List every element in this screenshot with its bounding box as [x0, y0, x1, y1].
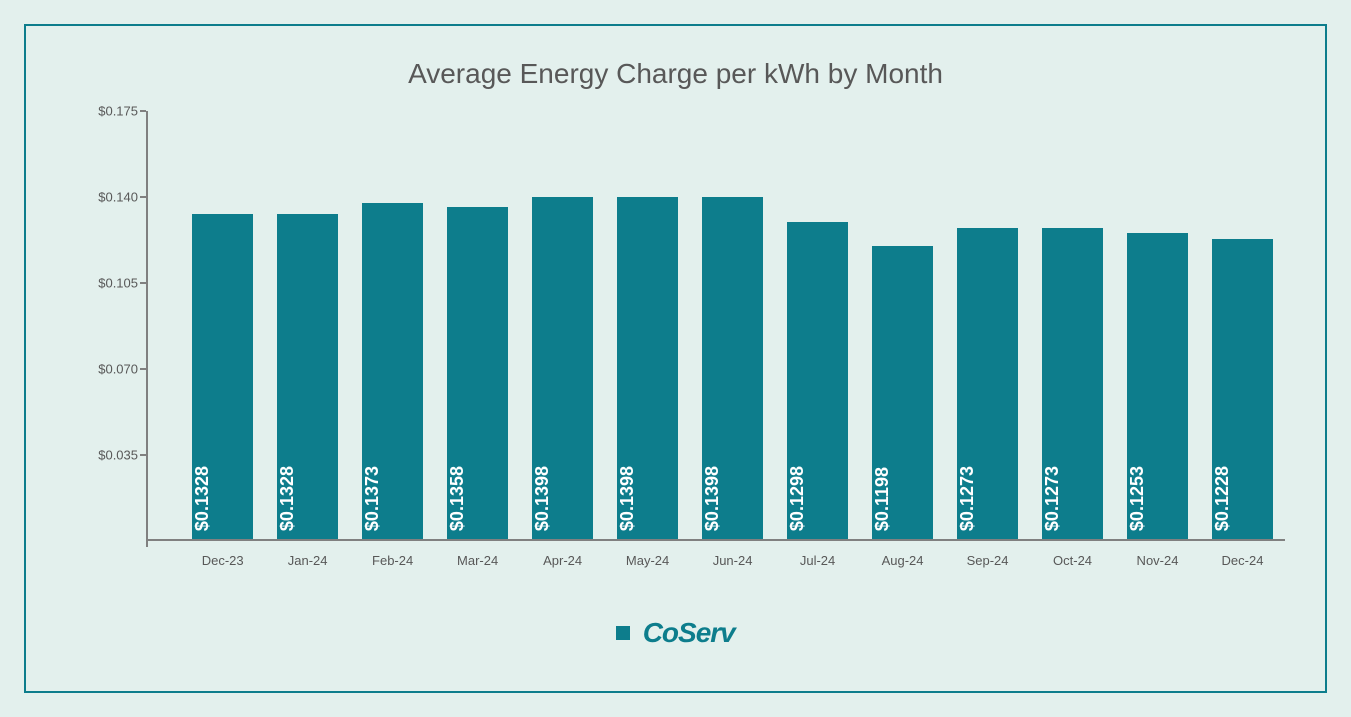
y-tick-label: $0.070: [98, 362, 138, 377]
x-tick-label: Aug-24: [882, 553, 924, 568]
bar-value-label: $0.1253: [1127, 466, 1188, 531]
bar: $0.1398: [702, 197, 763, 539]
y-tick-label: $0.140: [98, 190, 138, 205]
x-tick-label: Mar-24: [457, 553, 498, 568]
bar: $0.1328: [277, 214, 338, 539]
y-tick-mark: [140, 196, 146, 198]
y-tick-mark: [140, 110, 146, 112]
bar: $0.1273: [957, 228, 1018, 539]
bar: $0.1253: [1127, 233, 1188, 539]
bar-value-label: $0.1398: [532, 466, 593, 531]
logo-row: CoServ: [26, 617, 1325, 649]
bar: $0.1273: [1042, 228, 1103, 539]
x-tick-label: May-24: [626, 553, 669, 568]
x-tick-label: Nov-24: [1137, 553, 1179, 568]
y-tick-label: $0.035: [98, 448, 138, 463]
x-tick-label: Sep-24: [967, 553, 1009, 568]
bar-value-label: $0.1398: [617, 466, 678, 531]
logo-text: CoServ: [643, 617, 735, 649]
bar: $0.1398: [617, 197, 678, 539]
x-tick-label: Dec-24: [1222, 553, 1264, 568]
bar-value-label: $0.1358: [447, 466, 508, 531]
bar-value-label: $0.1198: [872, 467, 933, 531]
x-tick-label: Oct-24: [1053, 553, 1092, 568]
bar: $0.1298: [787, 222, 848, 539]
x-tick-label: Apr-24: [543, 553, 582, 568]
y-tick-mark: [140, 454, 146, 456]
bar-value-label: $0.1328: [277, 466, 338, 531]
logo-square-icon: [616, 626, 630, 640]
x-axis: [146, 539, 1285, 541]
bar-value-label: $0.1373: [362, 466, 423, 531]
bar: $0.1328: [192, 214, 253, 539]
bar-value-label: $0.1298: [787, 466, 848, 531]
x-tick-label: Jan-24: [288, 553, 328, 568]
bar-value-label: $0.1273: [957, 466, 1018, 531]
bar: $0.1358: [447, 207, 508, 539]
bar: $0.1198: [872, 246, 933, 539]
y-tick-mark: [140, 368, 146, 370]
bars-container: $0.1328 $0.1328 $0.1373 $0.1358 $0.1398 $0.13…: [146, 111, 1285, 539]
y-tick-mark: [140, 282, 146, 284]
x-tick-label: Dec-23: [202, 553, 244, 568]
bar: $0.1373: [362, 203, 423, 539]
bar-value-label: $0.1398: [702, 466, 763, 531]
x-tick-label: Jun-24: [713, 553, 753, 568]
plot-area: $0.1328 $0.1328 $0.1373 $0.1358 $0.1398 $0.13…: [146, 111, 1285, 541]
bar-value-label: $0.1228: [1212, 466, 1273, 531]
bar: $0.1398: [532, 197, 593, 539]
bar: $0.1228: [1212, 239, 1273, 539]
x-tick-mark: [146, 541, 148, 547]
bar-value-label: $0.1273: [1042, 466, 1103, 531]
y-tick-label: $0.175: [98, 104, 138, 119]
chart-title: Average Energy Charge per kWh by Month: [26, 58, 1325, 90]
chart-frame: Average Energy Charge per kWh by Month $…: [24, 24, 1327, 693]
chart-region: $0.1328 $0.1328 $0.1373 $0.1358 $0.1398 $0.13…: [106, 111, 1285, 581]
bar-value-label: $0.1328: [192, 466, 253, 531]
x-tick-label: Jul-24: [800, 553, 835, 568]
x-tick-label: Feb-24: [372, 553, 413, 568]
y-tick-label: $0.105: [98, 276, 138, 291]
chart-outer: Average Energy Charge per kWh by Month $…: [0, 0, 1351, 717]
